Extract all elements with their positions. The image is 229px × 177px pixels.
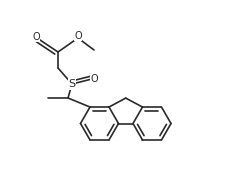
Text: S: S <box>68 79 75 89</box>
Text: O: O <box>90 74 97 84</box>
Text: O: O <box>32 32 40 42</box>
Text: O: O <box>74 31 82 41</box>
